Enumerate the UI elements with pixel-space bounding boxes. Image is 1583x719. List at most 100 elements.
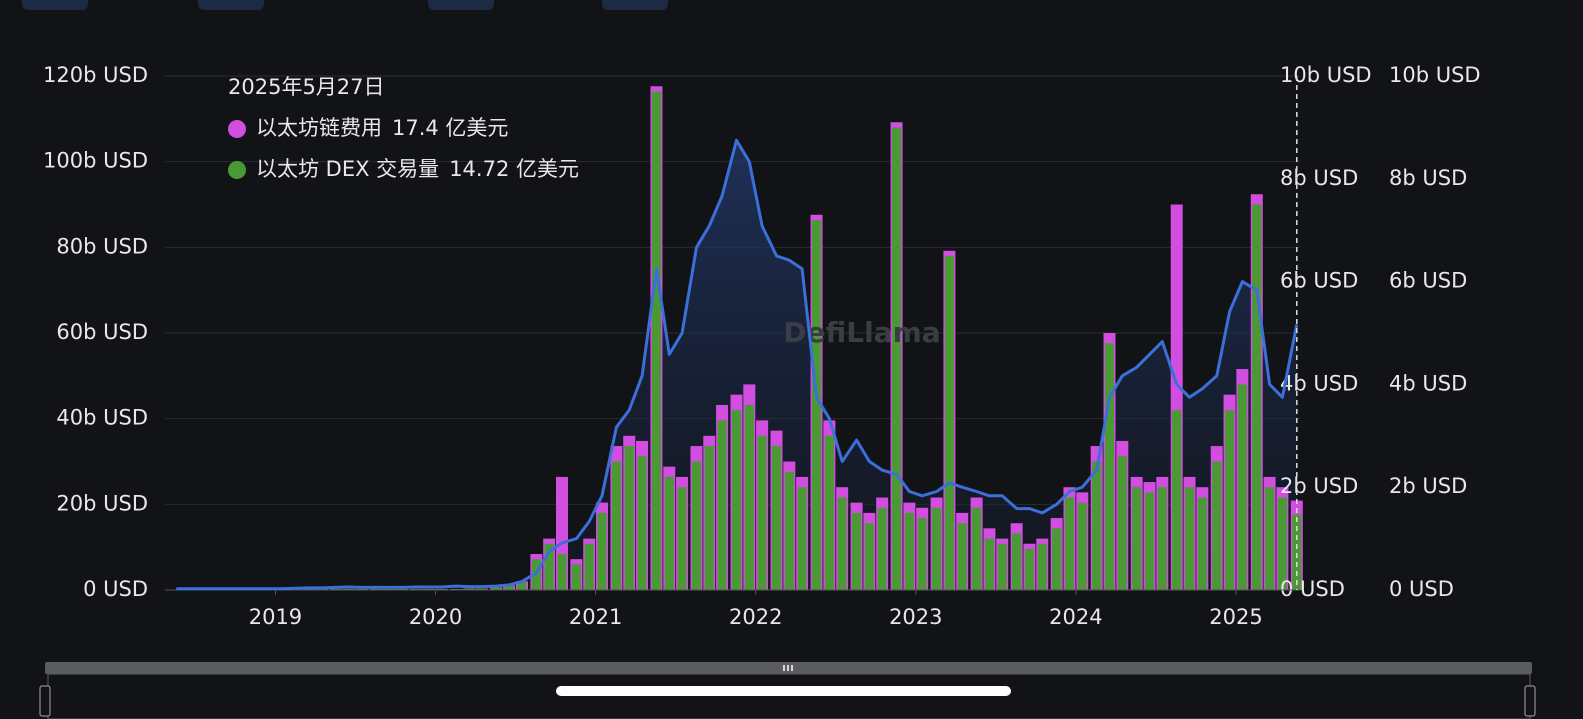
bar [371, 588, 381, 590]
legend-button[interactable] [428, 0, 494, 10]
legend-buttons [22, 0, 668, 10]
legend-button[interactable] [602, 0, 668, 10]
bar [611, 461, 621, 590]
bar [637, 456, 647, 590]
bar [624, 446, 634, 590]
x-tick-label: 2023 [889, 605, 942, 629]
tooltip-value: 17.4 亿美元 [392, 116, 508, 140]
x-tick-label: 2021 [569, 605, 622, 629]
bar [664, 476, 674, 590]
bar [904, 512, 914, 590]
bar [932, 507, 942, 590]
bar [972, 507, 982, 590]
bar [744, 404, 754, 590]
bar [557, 554, 567, 590]
brush-handle[interactable] [1524, 685, 1536, 717]
y2-tick-label: 6b USD [1280, 269, 1358, 293]
bar [1197, 497, 1207, 590]
bar [597, 512, 607, 590]
y3-tick-label: 8b USD [1389, 166, 1467, 190]
bar [1064, 497, 1074, 590]
bar [892, 127, 902, 591]
y3-tick-label: 4b USD [1389, 371, 1467, 395]
bar [1077, 502, 1087, 590]
y2-tick-label: 0 USD [1280, 577, 1345, 601]
bar [491, 587, 501, 590]
y2-tick-label: 8b USD [1280, 166, 1358, 190]
bar [504, 585, 514, 590]
bar [384, 588, 394, 590]
bar [717, 420, 727, 590]
tooltip-dot [228, 161, 246, 179]
bar [1252, 204, 1262, 590]
bar [772, 446, 782, 590]
bar [397, 588, 407, 590]
bar [1132, 487, 1142, 590]
bar [852, 512, 862, 590]
brush [39, 662, 1536, 719]
y3-tick-label: 0 USD [1389, 577, 1454, 601]
bar [824, 435, 834, 590]
x-tick-label: 2025 [1209, 605, 1262, 629]
bar [584, 543, 594, 590]
y-tick-label: 80b USD [56, 234, 148, 258]
legend-button[interactable] [22, 0, 88, 10]
bar [837, 497, 847, 590]
area [176, 140, 1297, 591]
tooltip-item: 以太坊链费用 17.4 亿美元 [256, 116, 508, 140]
bar [571, 564, 581, 590]
tooltip-name: 以太坊链费用 [256, 116, 382, 140]
bar [1037, 543, 1047, 590]
bar [424, 588, 434, 590]
bar [1157, 487, 1167, 590]
bar [877, 507, 887, 590]
bar [517, 582, 527, 590]
bar [957, 523, 967, 590]
bar [864, 523, 874, 590]
y-tick-label: 40b USD [56, 406, 148, 430]
overlay: 0 USD 20b USD 40b USD 60b USD 80b USD 100b US… [43, 63, 1481, 629]
bar [651, 91, 661, 591]
legend-button[interactable] [198, 0, 264, 10]
plot-area [165, 75, 1303, 591]
bar [357, 588, 367, 590]
bar [677, 487, 687, 590]
bar [317, 588, 327, 590]
bar [691, 461, 701, 590]
bar [944, 255, 954, 590]
y-tick-label: 60b USD [56, 320, 148, 344]
bar [1212, 461, 1222, 590]
x-tick-label: 2022 [729, 605, 782, 629]
bar [1225, 410, 1235, 590]
bar [1265, 487, 1275, 590]
bar [704, 446, 714, 590]
bar [1012, 533, 1022, 590]
bar [1145, 492, 1155, 590]
y-tick-label: 120b USD [43, 63, 148, 87]
tooltip-item: 以太坊 DEX 交易量 14.72 亿美元 [256, 157, 579, 181]
line [176, 138, 1299, 591]
bar [1104, 343, 1114, 590]
brush-handle[interactable] [39, 685, 51, 717]
bar [917, 518, 927, 590]
y3-tick-label: 10b USD [1389, 63, 1481, 87]
bar [1185, 487, 1195, 590]
bar [784, 471, 794, 590]
y2-tick-label: 2b USD [1280, 474, 1358, 498]
bar [411, 588, 421, 590]
x-tick-label: 2020 [409, 605, 462, 629]
y-tick-label: 20b USD [56, 491, 148, 515]
x-tick-label: 2019 [249, 605, 302, 629]
bar [812, 219, 822, 591]
brush-grip [783, 665, 793, 671]
bar [304, 588, 314, 590]
bar [437, 588, 447, 590]
bar [344, 588, 354, 590]
y3-tick-label: 6b USD [1389, 269, 1467, 293]
y-tick-label: 100b USD [43, 149, 148, 173]
bar [451, 588, 461, 590]
bar [984, 538, 994, 590]
bar [1117, 456, 1127, 590]
y2-tick-label: 10b USD [1280, 63, 1372, 87]
